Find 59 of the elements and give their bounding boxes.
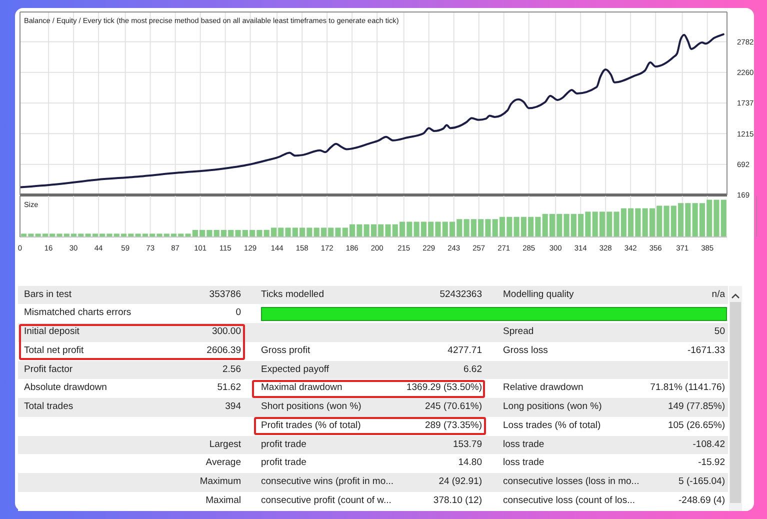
text: Loss trades (% of total) xyxy=(503,418,601,433)
text: consecutive loss (count of los... xyxy=(503,494,636,508)
text: Initial deposit xyxy=(24,325,80,339)
text: Maximal xyxy=(204,494,241,508)
text: Average xyxy=(204,456,241,470)
text: Profit trades (% of total) xyxy=(261,418,361,433)
text: n/a xyxy=(712,288,725,300)
text: Mismatched charts errors xyxy=(24,306,132,320)
text: 378.10 (12) xyxy=(433,494,482,506)
text: 50 xyxy=(714,326,725,337)
text: 2.56 xyxy=(222,364,241,374)
text: 51.62 xyxy=(217,382,241,394)
text: loss trade xyxy=(503,456,544,470)
text: 149 (77.85%) xyxy=(668,401,725,412)
text: 52432363 xyxy=(440,288,482,300)
text: Expected payoff xyxy=(261,362,329,376)
text: Total trades xyxy=(24,400,74,414)
text: 153.79 xyxy=(452,438,482,450)
text: loss trade xyxy=(503,438,544,452)
text: 353786 xyxy=(209,288,241,300)
text: Total net profit xyxy=(24,344,84,358)
text: -1671.33 xyxy=(687,344,725,356)
text: 6.62 xyxy=(464,364,482,374)
text: 1369.29 (53.50%) xyxy=(406,382,482,394)
text: 394 xyxy=(225,401,241,412)
text: -15.92 xyxy=(698,457,725,468)
text: 2606.39 xyxy=(206,344,241,356)
text: Largest xyxy=(208,438,241,452)
text: Profit factor xyxy=(24,362,73,376)
text: 5 (-165.04) xyxy=(678,476,725,487)
text: Short positions (won %) xyxy=(261,400,362,414)
text: 24 (92.91) xyxy=(438,476,482,487)
text: Gross loss xyxy=(503,344,548,358)
text: 71.81% (1141.76) xyxy=(650,382,725,394)
text: 245 (70.61%) xyxy=(424,401,482,412)
line-series xyxy=(20,33,724,188)
text: consecutive wins (profit in mo... xyxy=(261,475,394,489)
text: Absolute drawdown xyxy=(24,381,107,396)
text: Modelling quality xyxy=(503,288,574,302)
text: -108.42 xyxy=(692,438,725,450)
text: Bars in test xyxy=(24,288,72,302)
text: 105 (26.65%) xyxy=(668,420,725,431)
text: 289 (73.35%) xyxy=(424,420,482,431)
text: 4277.71 xyxy=(448,344,482,356)
text: Maximum xyxy=(198,475,241,489)
text: Maximal drawdown xyxy=(261,381,342,396)
text: consecutive profit (count of w... xyxy=(261,494,392,508)
text: profit trade xyxy=(261,438,306,452)
text: Long positions (won %) xyxy=(503,400,602,414)
text: 0 xyxy=(236,307,241,318)
text: consecutive losses (loss in mo... xyxy=(503,475,640,489)
text: profit trade xyxy=(261,456,306,470)
text: -248.69 (4) xyxy=(678,494,725,506)
text: 14.80 xyxy=(458,457,482,468)
text: 300.00 xyxy=(212,326,241,337)
text: Gross profit xyxy=(261,344,310,358)
text: Spread xyxy=(503,325,534,339)
text: Ticks modelled xyxy=(261,288,324,302)
text: Relative drawdown xyxy=(503,381,584,396)
